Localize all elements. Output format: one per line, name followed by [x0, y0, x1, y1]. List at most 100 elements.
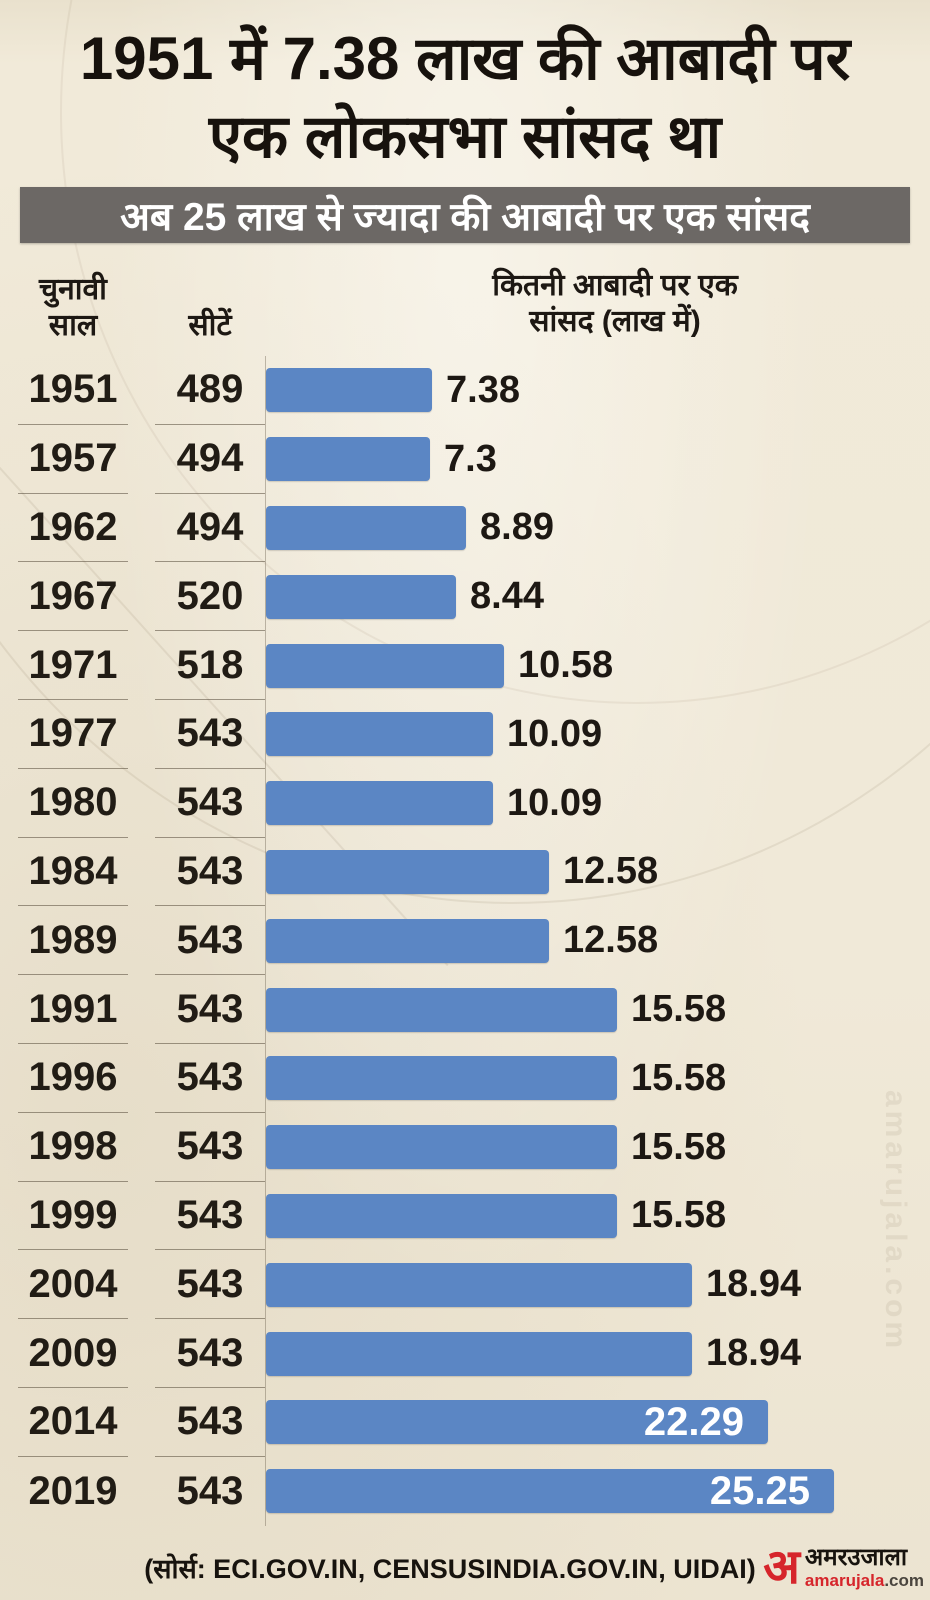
value-label: 18.94 — [706, 1263, 802, 1306]
value-label: 15.58 — [631, 1056, 727, 1099]
table-row: 2009 543 18.94 — [0, 1319, 930, 1388]
table-row: 1980 543 10.09 — [0, 768, 930, 838]
seats-cell: 543 — [176, 1468, 244, 1513]
bar-zone: 8.44 — [265, 562, 930, 632]
table-row: 1991 543 15.58 — [0, 975, 930, 1044]
value-label: 7.38 — [446, 368, 520, 411]
table-row: 2004 543 18.94 — [0, 1250, 930, 1320]
table-row: 1962 494 8.89 — [0, 493, 930, 563]
value-bar — [266, 1331, 692, 1376]
table-row: 2019 543 25.25 — [0, 1456, 930, 1526]
seats-cell: 543 — [155, 906, 265, 976]
value-label: 12.58 — [563, 850, 659, 893]
table-row: 1951 489 7.38 — [0, 356, 930, 425]
bar-zone: 7.3 — [265, 424, 930, 494]
bar-zone: 10.58 — [265, 631, 930, 700]
seats-cell: 543 — [155, 1044, 265, 1113]
year-cell: 2014 — [18, 1388, 128, 1457]
year-cell: 2004 — [18, 1250, 128, 1320]
value-bar — [266, 1193, 617, 1238]
value-bar — [266, 849, 549, 894]
bar-zone: 10.09 — [265, 768, 930, 838]
bar-zone: 12.58 — [265, 837, 930, 907]
value-label: 15.58 — [631, 988, 727, 1031]
year-cell: 2019 — [28, 1468, 118, 1513]
seats-cell: 543 — [155, 769, 265, 838]
table-row: 1989 543 12.58 — [0, 906, 930, 976]
table-row: 1998 543 15.58 — [0, 1112, 930, 1182]
column-header-population-per-mp: कितनी आबादी पर एक सांसद (लाख में) — [345, 268, 885, 340]
table-row: 1957 494 7.3 — [0, 424, 930, 494]
value-bar — [266, 643, 504, 688]
value-bar — [266, 368, 432, 413]
value-bar — [266, 712, 493, 757]
table-row: 1967 520 8.44 — [0, 562, 930, 632]
value-bar — [266, 1056, 617, 1101]
seats-cell: 543 — [155, 1182, 265, 1251]
amar-ujala-domain-main: amarujala — [804, 1571, 885, 1590]
page-title: 1951 में 7.38 लाख की आबादी पर एक लोकसभा … — [0, 20, 930, 176]
value-bar: 25.25 — [266, 1468, 834, 1514]
year-cell: 1977 — [18, 700, 128, 769]
source-note: (सोर्स: ECI.GOV.IN, CENSUSINDIA.GOV.IN, … — [144, 1554, 756, 1584]
value-bar — [266, 574, 456, 619]
value-label: 15.58 — [631, 1194, 727, 1237]
value-bar — [266, 1125, 617, 1170]
year-cell: 1999 — [18, 1182, 128, 1251]
value-label: 25.25 — [709, 1468, 810, 1513]
table-row: 1977 543 10.09 — [0, 699, 930, 769]
year-cell: 1989 — [18, 906, 128, 976]
value-bar — [266, 505, 466, 550]
seats-cell: 543 — [155, 1250, 265, 1320]
value-label: 10.09 — [507, 781, 603, 824]
bar-zone: 22.29 — [265, 1387, 930, 1457]
bar-zone: 8.89 — [265, 493, 930, 563]
value-label: 10.09 — [507, 712, 603, 755]
seats-cell: 494 — [155, 425, 265, 494]
seats-cell: 543 — [155, 1319, 265, 1388]
table-row: 1984 543 12.58 — [0, 837, 930, 907]
value-label: 18.94 — [706, 1332, 802, 1375]
seats-cell: 543 — [155, 1113, 265, 1182]
seats-cell: 494 — [155, 494, 265, 563]
value-bar — [266, 987, 617, 1032]
bar-zone: 18.94 — [265, 1319, 930, 1388]
value-bar — [266, 437, 430, 482]
year-cell: 1957 — [18, 425, 128, 494]
seats-cell: 543 — [155, 838, 265, 907]
amar-ujala-logo-domain: amarujala.com — [805, 1572, 924, 1589]
table-row: 1996 543 15.58 — [0, 1043, 930, 1113]
page-title-line1: 1951 में 7.38 लाख की आबादी पर — [79, 25, 851, 92]
value-label: 8.44 — [470, 575, 544, 618]
seats-cell: 518 — [155, 631, 265, 700]
year-cell: 1951 — [18, 356, 128, 425]
column-header-seats: सीटें — [188, 309, 232, 342]
subtitle-banner: अब 25 लाख से ज्यादा की आबादी पर एक सांसद — [20, 187, 910, 243]
subtitle-banner-text: अब 25 लाख से ज्यादा की आबादी पर एक सांसद — [120, 195, 810, 239]
table-row: 1971 518 10.58 — [0, 631, 930, 700]
column-header-population-line1: कितनी आबादी पर एक — [492, 269, 738, 302]
amar-ujala-logo-name: अमरउजाला — [804, 1544, 908, 1571]
value-bar: 22.29 — [266, 1400, 768, 1445]
table-row: 1999 543 15.58 — [0, 1181, 930, 1251]
amar-ujala-domain-suffix: .com — [884, 1571, 924, 1590]
column-header-population-line2: सांसद (लाख में) — [529, 305, 701, 338]
bar-zone: 10.09 — [265, 699, 930, 769]
year-cell: 2009 — [18, 1319, 128, 1388]
value-label: 10.58 — [518, 644, 614, 687]
year-cell: 1984 — [18, 838, 128, 907]
bar-zone: 25.25 — [265, 1456, 930, 1526]
bar-zone: 15.58 — [265, 1043, 930, 1113]
column-header-year-line1: चुनावी — [39, 273, 107, 306]
seats-cell: 543 — [155, 975, 265, 1044]
column-header-year: चुनावी साल — [18, 272, 128, 344]
seats-cell: 520 — [155, 562, 265, 632]
seats-cell: 489 — [155, 356, 265, 425]
value-bar — [266, 1262, 692, 1307]
year-cell: 1998 — [18, 1113, 128, 1182]
seats-cell: 543 — [155, 1388, 265, 1457]
value-label: 7.3 — [444, 437, 497, 480]
bar-zone: 15.58 — [265, 1112, 930, 1182]
year-cell: 1962 — [18, 494, 128, 563]
